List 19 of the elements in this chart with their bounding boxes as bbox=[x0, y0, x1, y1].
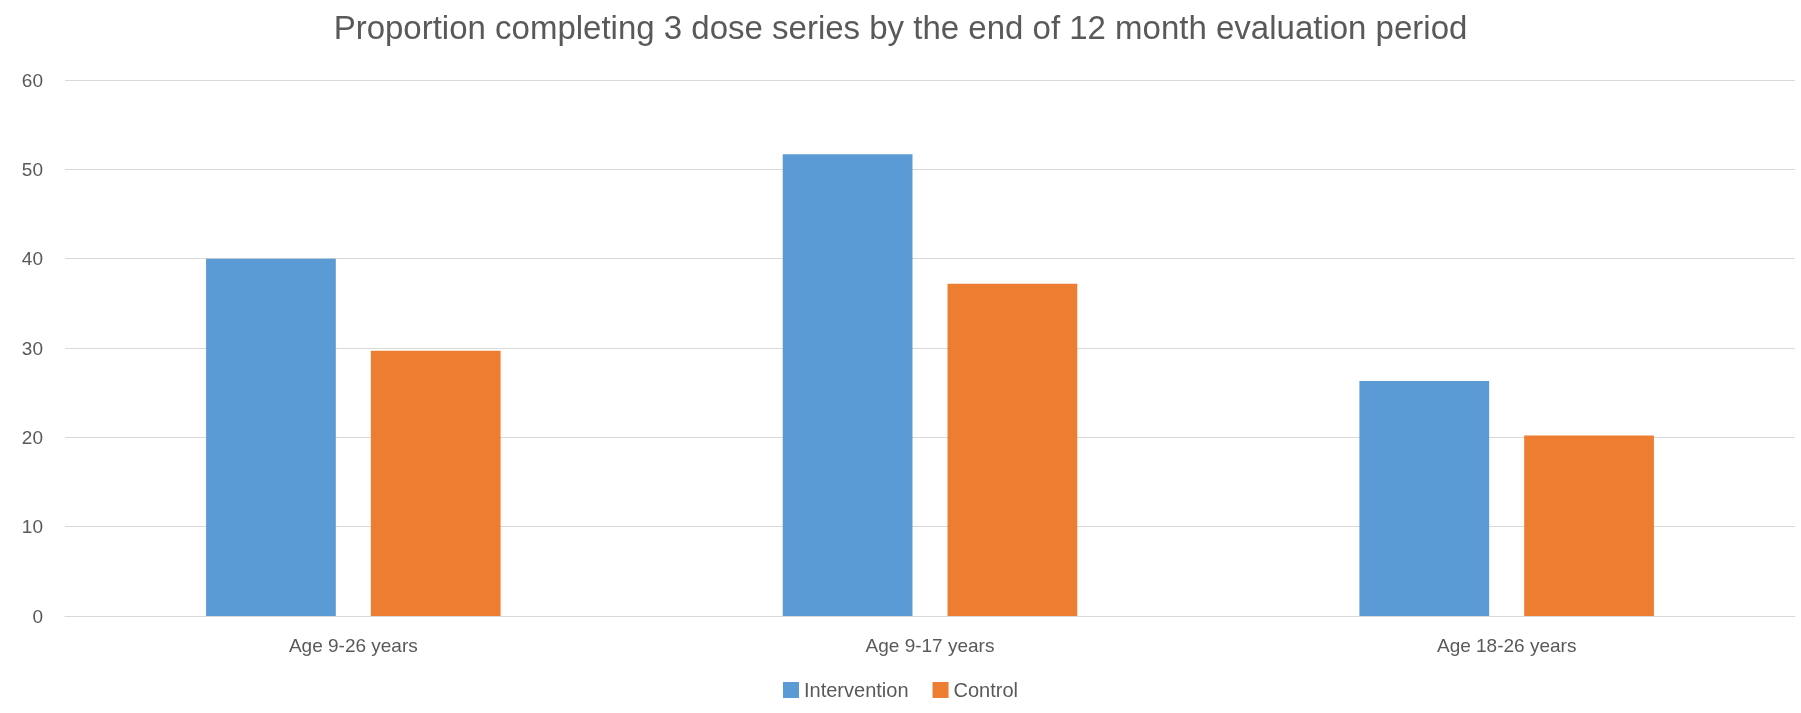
x-tick-label: Age 18-26 years bbox=[1436, 635, 1577, 656]
y-tick-label: 40 bbox=[21, 248, 43, 270]
x-tick-label: Age 9-26 years bbox=[288, 635, 418, 656]
x-tick-label: Age 9-17 years bbox=[865, 635, 995, 656]
y-tick-label: 20 bbox=[21, 426, 43, 448]
bar bbox=[206, 258, 336, 616]
y-tick-label: 10 bbox=[21, 516, 43, 538]
bar bbox=[370, 350, 501, 616]
bar bbox=[1524, 435, 1654, 616]
y-tick-label: 50 bbox=[21, 158, 43, 180]
chart-title: Proportion completing 3 dose series by the end of 12 month evaluation period bbox=[333, 9, 1468, 46]
legend-label: Intervention bbox=[804, 679, 909, 701]
bar bbox=[1359, 381, 1490, 616]
y-tick-label: 0 bbox=[32, 605, 43, 627]
legend-label: Control bbox=[953, 679, 1018, 701]
y-tick-label: 60 bbox=[21, 69, 43, 91]
y-tick-label: 30 bbox=[21, 337, 43, 359]
bar bbox=[947, 283, 1078, 616]
bar bbox=[782, 154, 913, 616]
